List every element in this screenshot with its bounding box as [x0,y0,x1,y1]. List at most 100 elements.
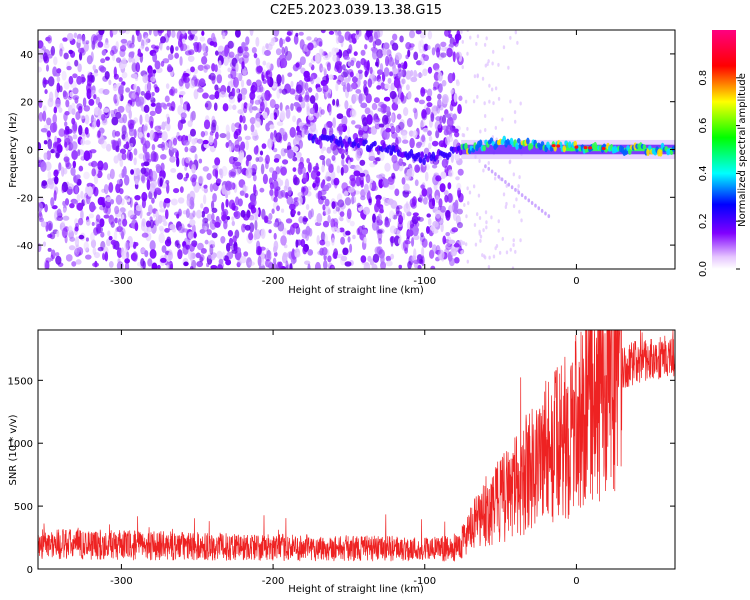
spectrogram-blob [245,167,253,179]
spectrogram-blob [47,233,53,238]
spectrogram-blob [349,220,355,227]
spectrogram-blob [413,69,418,79]
spectrogram-blob [160,153,167,160]
signal-ridge-blob [464,142,468,150]
spectrogram-blob [67,183,74,190]
spectrogram-blob [119,148,127,154]
spectrogram-blob [266,249,271,259]
spectrogram-blob [108,79,112,86]
spectrogram-blob [452,113,457,121]
spectrogram-blob [288,203,296,211]
spectrogram-blob [119,207,126,213]
spectrogram-blob [91,121,96,130]
spectrogram-blob [279,112,285,121]
spectrogram-blob [241,223,246,233]
spectrogram-blob [144,34,149,46]
spectrogram-blob [225,242,231,252]
spectrogram-blob [307,87,313,93]
spectrogram-blob [359,159,366,166]
spectrogram-blob [235,62,239,73]
spectrogram-ytick-label: 20 [20,98,33,109]
spectrogram-blob [153,30,159,37]
spectrogram-blob [295,239,299,248]
spectrogram-blob [170,198,178,206]
spectrogram-blob [202,139,209,145]
spectrogram-blob [134,194,141,201]
spectrogram-blob [454,205,459,215]
spectrogram-blob [55,255,62,265]
spectrogram-blob [228,169,233,178]
spectrogram-blob [112,84,119,92]
spectrogram-blob [285,108,291,119]
spectrogram-blob [302,215,308,225]
spectrogram-blob [249,30,254,36]
spectrogram-blob [65,254,73,262]
spectrogram-blob [64,121,68,128]
spectrogram-blob [84,140,91,145]
spectrogram-blob [166,102,172,107]
spectrogram-blob [347,68,354,75]
spectrogram-blob [144,46,150,52]
spectrogram-blob [74,97,79,104]
spectrogram-blob [196,242,204,251]
spectrogram-blob [490,215,493,220]
spectrogram-blob [244,46,249,52]
spectrogram-blob [437,123,443,133]
spectrogram-blob [445,124,453,135]
spectrogram-blob [341,158,345,167]
spectrogram-blob [213,138,218,149]
spectrogram-blob [200,130,205,138]
spectrogram-blob [461,249,464,254]
spectrogram-blob [142,152,150,164]
spectrogram-blob [319,154,326,161]
spectrogram-blob [430,265,436,269]
spectrogram-blob [433,81,440,90]
spectrogram-blob [509,35,512,40]
spectrogram-blob [520,218,523,223]
spectrogram-blob [190,252,194,263]
spectrogram-blob [272,257,277,265]
spectrogram-blob [177,249,183,260]
spectrogram-blob [307,249,314,256]
spectrogram-blob [45,184,50,189]
spectrogram-blob [100,114,106,121]
spectrogram-blob [401,78,406,85]
spectrogram-blob [191,164,197,174]
spectrogram-blob [284,46,289,56]
spectrogram-blob [452,41,457,46]
spectrogram-blob [44,260,50,269]
spectrogram-blob [154,45,160,50]
spectrogram-blob [331,237,335,246]
spectrogram-blob [118,77,123,82]
signal-ridge-blob [422,157,426,166]
spectrogram-blob [66,226,73,233]
spectrogram-blob [344,197,352,206]
spectrogram-blob [299,56,306,66]
spectrogram-blob [453,243,460,248]
spectrogram-blob [309,107,315,115]
spectrogram-blob [107,230,111,237]
spectrogram-blob [287,186,292,196]
spectrogram-blob [225,259,232,266]
spectrogram-blob [91,221,95,226]
spectrogram-blob [164,95,170,103]
colorbar-tick-label: 0.4 [698,165,709,181]
signal-ridge-blob [456,145,461,152]
spectrogram-blob [176,213,180,219]
spectrogram-blob [285,218,293,224]
spectrogram-blob [103,108,110,113]
spectrogram-blob [299,156,304,165]
spectrogram-blob [520,193,524,198]
spectrogram-blob [194,153,198,161]
spectrogram-blob [250,195,256,206]
spectrogram-blob [286,31,292,36]
spectrogram-blob [403,61,408,70]
spectrogram-blob [292,115,297,123]
spectrogram-blob [418,40,422,52]
spectrogram-blob [122,218,128,227]
spectrogram-blob [228,51,235,58]
spectrogram-blob [96,118,101,128]
spectrogram-blob [458,239,464,247]
spectrogram-blob [515,197,518,202]
spectrogram-blob [340,255,348,262]
